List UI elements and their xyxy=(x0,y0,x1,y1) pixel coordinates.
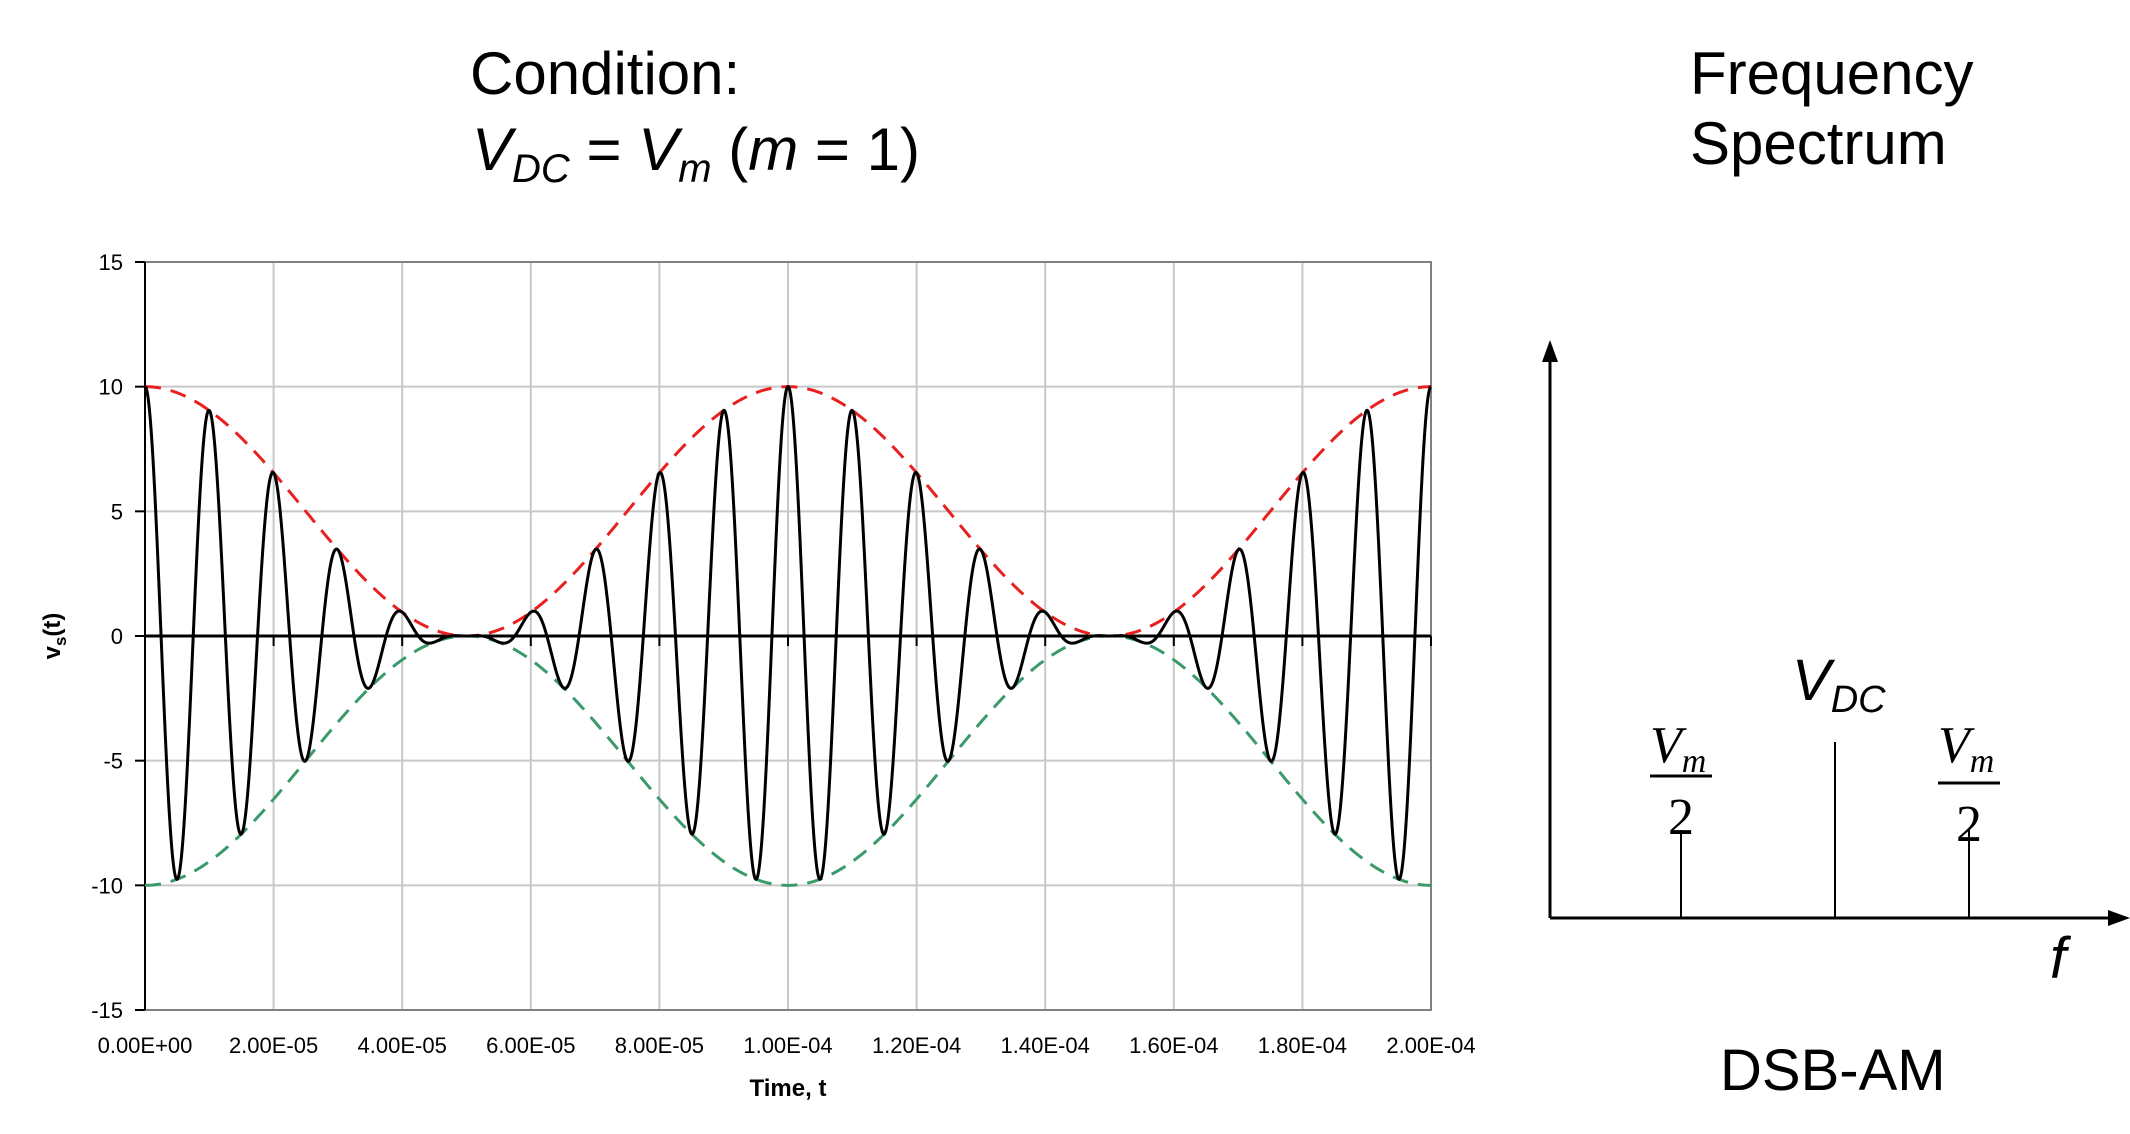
x-tick-label: 4.00E-05 xyxy=(358,1033,447,1058)
lsb-numerator: Vm xyxy=(1650,717,1706,780)
am-signal-series xyxy=(144,385,1432,881)
x-tick-label: 1.00E-04 xyxy=(743,1033,832,1058)
usb-denominator: 2 xyxy=(1956,796,1982,853)
condition-equation: VDC = Vm (m = 1) xyxy=(472,116,920,191)
usb-numerator: Vm xyxy=(1938,717,1994,780)
time-domain-chart: -15 -10 -5 0 5 10 15 0.00E+00 2.00E-05 4.00E-05 6… xyxy=(39,250,1476,1102)
eq-vm-sub: m xyxy=(678,147,711,191)
y-tick-label: 15 xyxy=(99,250,123,275)
x-axis-title: Time, t xyxy=(750,1075,827,1102)
y-axis-title-sub: s xyxy=(51,637,70,646)
x-tick-labels: 0.00E+00 2.00E-05 4.00E-05 6.00E-05 8.00E-05… xyxy=(98,1033,1476,1058)
x-tick-marks xyxy=(144,636,1432,646)
eq-m: m xyxy=(748,116,798,183)
spectrum-label-vdc: VDC xyxy=(1792,648,1886,721)
x-tick-label: 8.00E-05 xyxy=(615,1033,704,1058)
y-tick-marks xyxy=(135,261,145,1011)
vdc-sub: DC xyxy=(1831,679,1886,721)
spectrum-caption: DSB-AM xyxy=(1720,1038,1946,1103)
lower-envelope-series xyxy=(144,634,1432,887)
eq-vdc-sub: DC xyxy=(512,147,571,191)
eq-equals: = xyxy=(570,116,638,183)
y-tick-label: -10 xyxy=(91,873,123,898)
spectrum-label-upper-sideband: Vm 2 xyxy=(1938,717,2000,853)
y-tick-label: 5 xyxy=(111,499,123,524)
lsb-denominator: 2 xyxy=(1668,789,1694,846)
vdc-main: V xyxy=(1792,648,1836,713)
spectrum-label-lower-sideband: Vm 2 xyxy=(1650,717,1712,846)
condition-label: Condition: xyxy=(470,40,740,107)
eq-open: ( xyxy=(712,116,749,183)
eq-vm-main: V xyxy=(638,116,683,183)
x-tick-label: 1.80E-04 xyxy=(1258,1033,1347,1058)
lsb-num-sub: m xyxy=(1682,743,1707,780)
spectrum-y-arrowhead xyxy=(1542,340,1558,362)
eq-vdc-main: V xyxy=(472,116,517,183)
eq-tail: = 1) xyxy=(798,116,920,183)
x-tick-label: 2.00E-05 xyxy=(229,1033,318,1058)
y-tick-label: 0 xyxy=(111,624,123,649)
y-tick-label: -15 xyxy=(91,998,123,1023)
spectrum-x-axis-label: f xyxy=(2050,926,2072,991)
y-axis-title: vs(t) xyxy=(39,613,70,660)
frequency-spectrum-chart: VDC Vm 2 Vm 2 f DSB-AM xyxy=(1542,340,2130,1103)
x-tick-label: 6.00E-05 xyxy=(486,1033,575,1058)
x-tick-label: 0.00E+00 xyxy=(98,1033,193,1058)
usb-num-main: V xyxy=(1938,717,1975,774)
y-axis-title-main: v xyxy=(39,645,66,659)
spectrum-x-arrowhead xyxy=(2108,910,2130,926)
spectrum-title-line2: Spectrum xyxy=(1690,110,1947,177)
usb-num-sub: m xyxy=(1970,743,1995,780)
y-tick-label: 10 xyxy=(99,375,123,400)
y-tick-label: -5 xyxy=(103,749,123,774)
x-tick-label: 1.60E-04 xyxy=(1129,1033,1218,1058)
y-axis-title-tail: (t) xyxy=(39,613,66,637)
spectrum-bars xyxy=(1680,742,1970,918)
y-tick-labels: -15 -10 -5 0 5 10 15 xyxy=(91,250,123,1023)
x-tick-label: 1.20E-04 xyxy=(872,1033,961,1058)
x-tick-label: 1.40E-04 xyxy=(1001,1033,1090,1058)
lsb-num-main: V xyxy=(1650,717,1687,774)
x-tick-label: 2.00E-04 xyxy=(1386,1033,1475,1058)
spectrum-title-line1: Frequency xyxy=(1690,40,1973,107)
